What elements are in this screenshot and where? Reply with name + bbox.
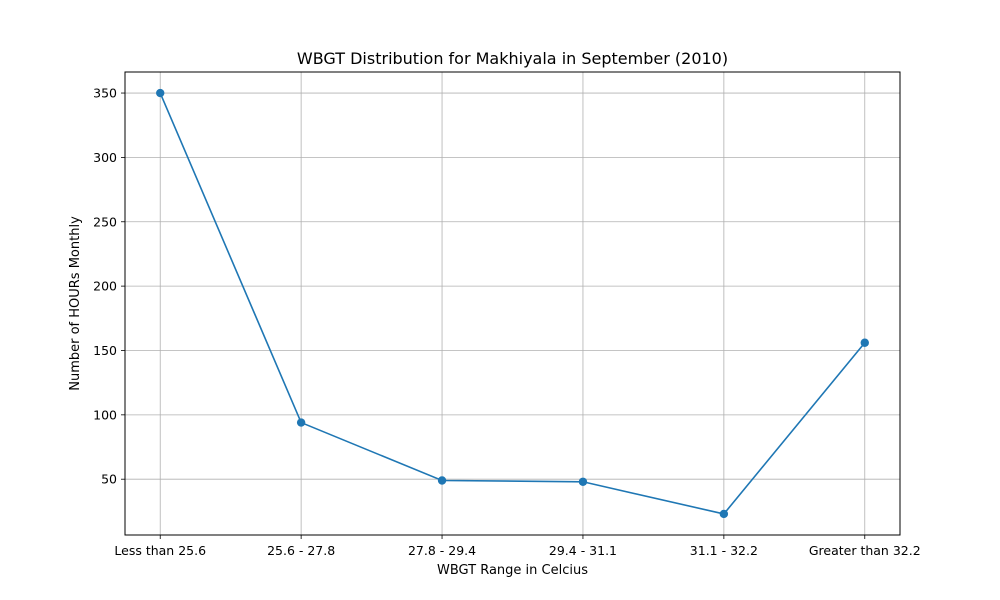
data-point [719,509,729,519]
y-tick-label: 150 [93,343,117,358]
data-point [156,88,165,98]
axis-ticks: Less than 25.6 25.6 - 27.8 27.8 - 29.4 29.4… [93,86,921,558]
x-tick-label: 31.1 - 32.2 [690,543,758,558]
x-tick-label: Greater than 32.2 [809,543,921,558]
y-tick-label: 200 [93,279,117,294]
data-point [860,338,869,347]
y-tick-label: 250 [93,214,117,229]
series-line [159,92,866,515]
x-tick-label: Less than 25.6 [114,543,206,558]
data-point [578,477,588,486]
y-tick-label: 100 [93,407,117,422]
data-point [437,476,447,485]
y-axis-label: Number of HOURs Monthly [68,216,83,391]
y-tick-label: 50 [101,472,117,487]
series [156,88,869,519]
grid [125,72,900,535]
x-tick-label: 29.4 - 31.1 [549,543,617,558]
y-tick-label: 350 [93,86,117,101]
plot-area-frame [124,71,901,536]
x-tick-label: 27.8 - 29.4 [408,543,476,558]
data-point [296,418,306,427]
x-tick-label: 25.6 - 27.8 [267,543,335,558]
x-axis-label: WBGT Range in Celcius [437,563,588,578]
chart-title: WBGT Distribution for Makhiyala in Septe… [297,49,728,68]
y-tick-label: 300 [93,150,117,165]
